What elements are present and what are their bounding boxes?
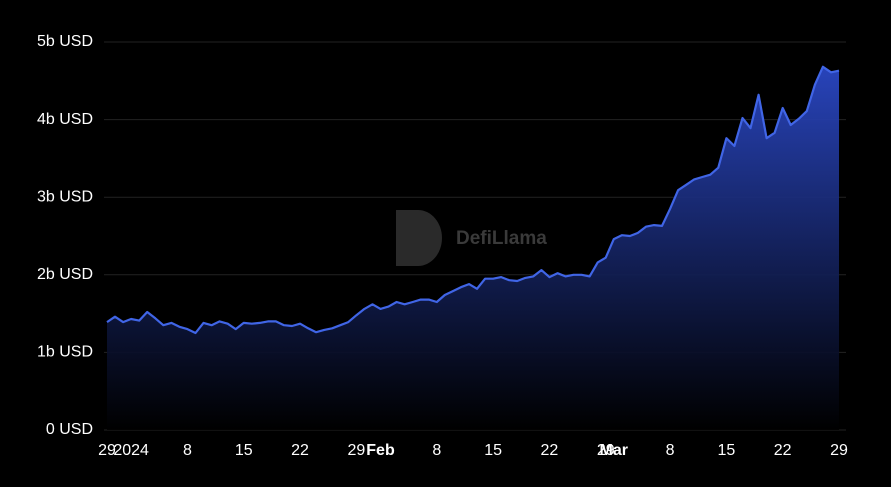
x-tick-label: Feb xyxy=(366,442,395,459)
x-tick-label: 29 xyxy=(597,442,615,459)
x-tick-label: 29 xyxy=(830,442,848,459)
x-tick-label: Mar xyxy=(600,442,628,459)
x-tick-label: 22 xyxy=(774,442,792,459)
x-tick-label: 22 xyxy=(541,442,559,459)
y-tick-label: 0 USD xyxy=(46,421,93,438)
watermark-logo xyxy=(396,210,442,266)
x-tick-label: 15 xyxy=(717,442,735,459)
y-tick-label: 5b USD xyxy=(37,33,93,50)
x-tick-label: 29 xyxy=(347,442,365,459)
line xyxy=(106,65,840,335)
x-tick-label: 15 xyxy=(235,442,253,459)
y-tick-label: 3b USD xyxy=(37,188,93,205)
y-tick-label: 1b USD xyxy=(37,344,93,361)
x-tick-label: 15 xyxy=(484,442,502,459)
y-tick-label: 4b USD xyxy=(37,111,93,128)
x-tick-label: 2024 xyxy=(113,442,149,459)
plot xyxy=(106,65,840,431)
area xyxy=(107,66,839,431)
watermark: DefiLlama xyxy=(396,210,547,266)
y-tick-label: 2b USD xyxy=(37,266,93,283)
x-tick-label: 8 xyxy=(666,442,675,459)
x-tick-label: 8 xyxy=(183,442,192,459)
x-tick-label: 29 xyxy=(98,442,116,459)
x-tick-label: 8 xyxy=(432,442,441,459)
watermark-text: DefiLlama xyxy=(456,228,547,249)
x-tick-label: 22 xyxy=(291,442,309,459)
